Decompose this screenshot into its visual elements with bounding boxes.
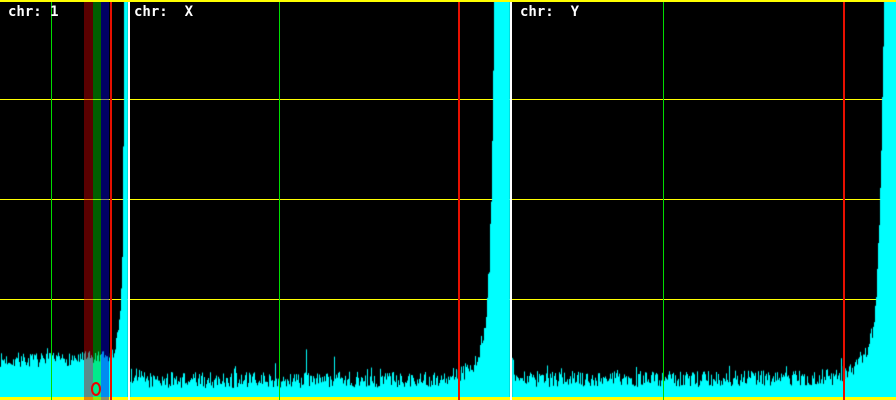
- chr1-panel-label: chr: 1: [8, 4, 59, 20]
- panel-separator-1: [510, 0, 512, 400]
- bottom-border-line: [0, 397, 896, 400]
- band-dark-blue: [101, 0, 109, 400]
- chry-panel-label: chr: Y: [520, 4, 580, 20]
- band-dark-green: [93, 0, 101, 400]
- red-ellipse-marker: [91, 382, 101, 396]
- green-marker-line-panel1: [279, 0, 280, 400]
- red-marker-line-panel0: [110, 0, 112, 400]
- band-dark-red: [84, 0, 93, 400]
- top-border-line: [0, 0, 896, 2]
- red-marker-line-panel2: [843, 0, 845, 400]
- green-marker-line-panel2: [663, 0, 664, 400]
- chrx-panel-label: chr: X: [134, 4, 194, 20]
- green-marker-line-panel0: [51, 0, 52, 400]
- panel-separator-0: [128, 0, 130, 400]
- red-marker-line-panel1: [458, 0, 460, 400]
